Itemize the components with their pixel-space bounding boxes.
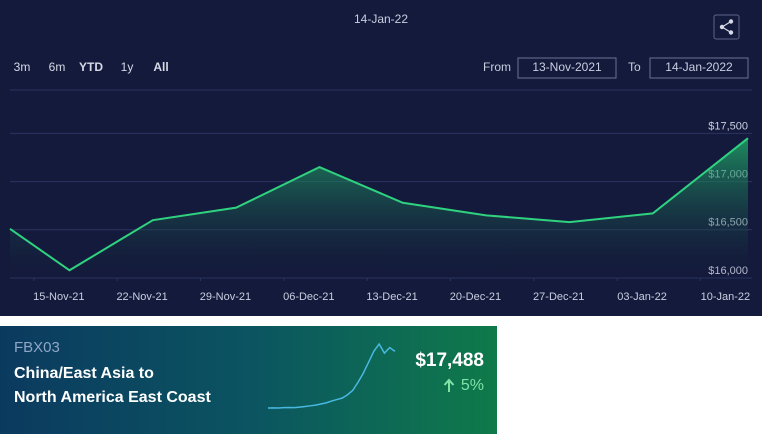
range-button[interactable]: All (153, 60, 168, 74)
chart: 14-Jan-22 3m 6m YTD 1y All From 13-Nov-2021 … (0, 0, 762, 316)
line (9, 137, 749, 272)
card-background (0, 326, 497, 434)
x-tick-label: 10-Jan-22 (701, 291, 751, 303)
x-tick-label: 06-Dec-21 (283, 291, 334, 303)
x-tick-label: 22-Nov-21 (116, 291, 167, 303)
route-line-2: North America East Coast (14, 389, 211, 406)
to-input[interactable] (649, 57, 749, 79)
from-value: 13-Nov-2021 (532, 60, 602, 74)
x-tick-label: 03-Jan-22 (617, 291, 667, 303)
sparkline (267, 342, 396, 409)
range-button[interactable]: YTD (79, 60, 103, 74)
share-button[interactable] (713, 14, 740, 40)
card-area: FBX03 China/East Asia to North America E… (0, 326, 497, 434)
x-tick-label: 29-Nov-21 (200, 291, 251, 303)
range-button[interactable]: 6m (49, 60, 66, 74)
card-price: $17,488 (415, 350, 484, 371)
up-arrow (443, 378, 455, 392)
chart-title: 14-Jan-22 (354, 12, 408, 26)
y-tick-label: $17,500 (708, 120, 748, 132)
card-code: FBX03 (14, 339, 60, 356)
x-tick-label: 20-Dec-21 (450, 291, 501, 303)
card-change: 5% (461, 377, 484, 394)
to-value: 14-Jan-2022 (665, 60, 733, 74)
x-tick-label: 27-Dec-21 (533, 291, 584, 303)
x-tick-label: 15-Nov-21 (33, 291, 84, 303)
from-label: From (483, 60, 511, 74)
route-line-1: China/East Asia to (14, 365, 154, 382)
from-input[interactable] (517, 57, 617, 79)
x-tick-label: 13-Dec-21 (366, 291, 417, 303)
range-button[interactable]: 1y (121, 60, 134, 74)
to-label: To (628, 60, 641, 74)
area-fill (10, 138, 748, 278)
range-button[interactable]: 3m (14, 60, 31, 74)
